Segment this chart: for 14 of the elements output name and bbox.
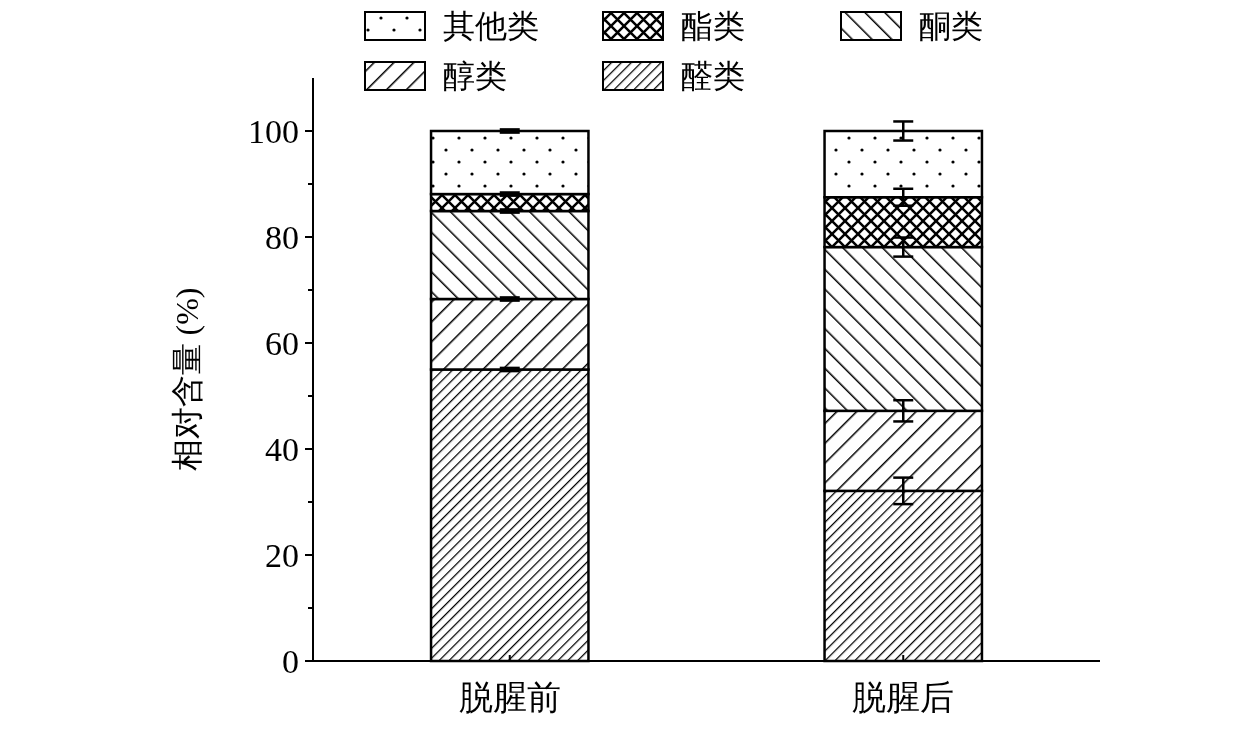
x-tick-label: 脱腥后 <box>852 679 955 716</box>
y-tick-label: 60 <box>265 324 299 362</box>
legend-label: 其他类 <box>443 8 539 45</box>
y-tick-label: 20 <box>265 536 299 574</box>
legend-label: 酯类 <box>681 8 745 45</box>
y-tick-label: 40 <box>265 430 299 468</box>
legend-label: 酮类 <box>919 8 983 45</box>
x-tick-label: 脱腥前 <box>458 679 561 716</box>
legend-label: 醇类 <box>443 58 507 95</box>
y-tick-label: 100 <box>248 112 299 150</box>
y-axis-title: 相对含量 (%) <box>169 287 205 472</box>
legend-label: 醛类 <box>681 58 745 95</box>
y-tick-label: 0 <box>282 642 299 680</box>
y-tick-label: 80 <box>265 218 299 256</box>
